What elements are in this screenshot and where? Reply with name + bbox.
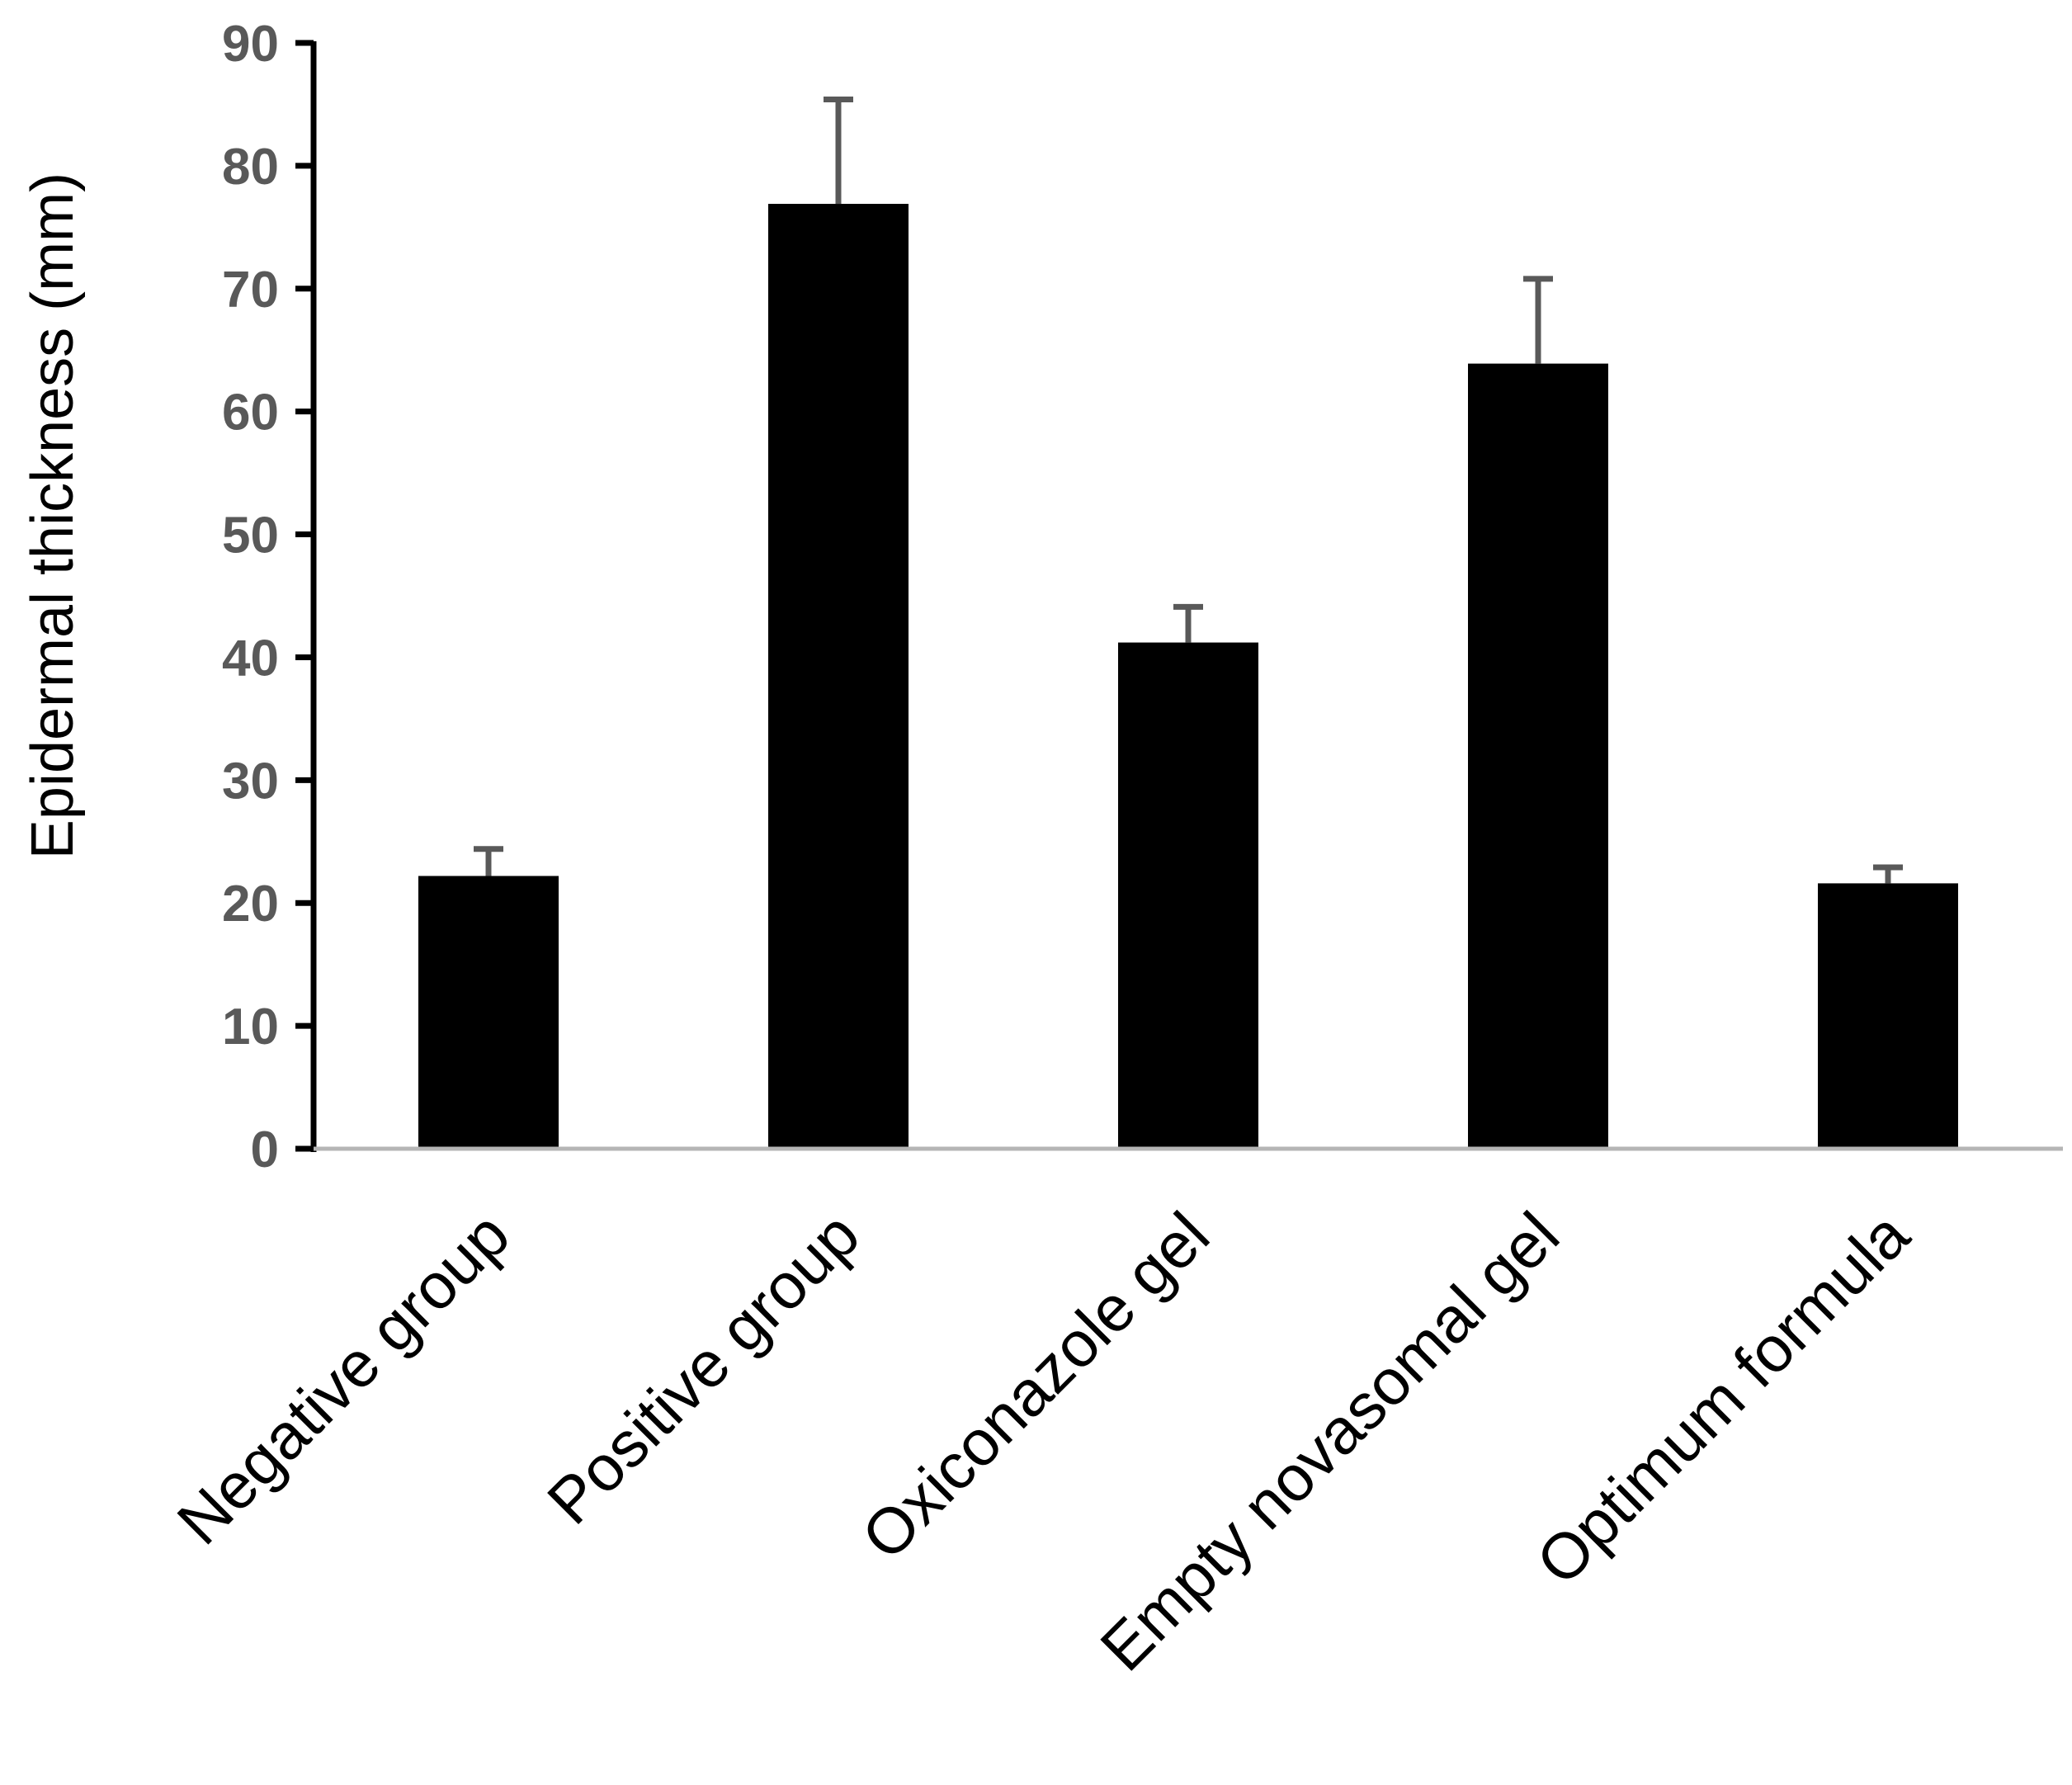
error-bars-layer [474,96,1903,884]
y-tick-label: 50 [222,508,279,564]
y-tick-label: 80 [222,139,279,196]
error-bar [1873,864,1903,884]
x-axis-labels: Negative group Positive groupOxiconazole … [163,1197,1923,1684]
x-category-label: Negative group [163,1198,523,1558]
bar [418,876,559,1149]
y-tick-label: 60 [222,385,279,442]
y-tick-label: 20 [222,876,279,933]
x-category-label: Oxiconazole gel [847,1198,1223,1574]
error-bar [1173,603,1203,643]
bar [1818,883,1958,1149]
x-category-label: Optimum formula [1522,1197,1923,1598]
y-tick-label: 90 [222,16,279,73]
error-bar [1523,276,1553,364]
bar [1468,363,1608,1150]
bars-layer [418,204,1958,1150]
axes-layer [295,41,2063,1152]
y-tick-label: 10 [222,999,279,1055]
error-bar [824,96,853,205]
y-tick-label: 40 [222,630,279,687]
y-axis-ticks: 0 10 20 30 40 50 60 70 80 90 [222,16,314,1178]
x-category-label: Positive group [533,1198,873,1538]
y-axis-title: Epidermal thickness (mm) [20,172,86,859]
y-tick-label: 0 [251,1122,279,1178]
error-bar [474,846,503,876]
bar [768,204,909,1150]
y-tick-label: 70 [222,262,279,319]
y-tick-label: 30 [222,753,279,810]
bar [1118,642,1258,1149]
